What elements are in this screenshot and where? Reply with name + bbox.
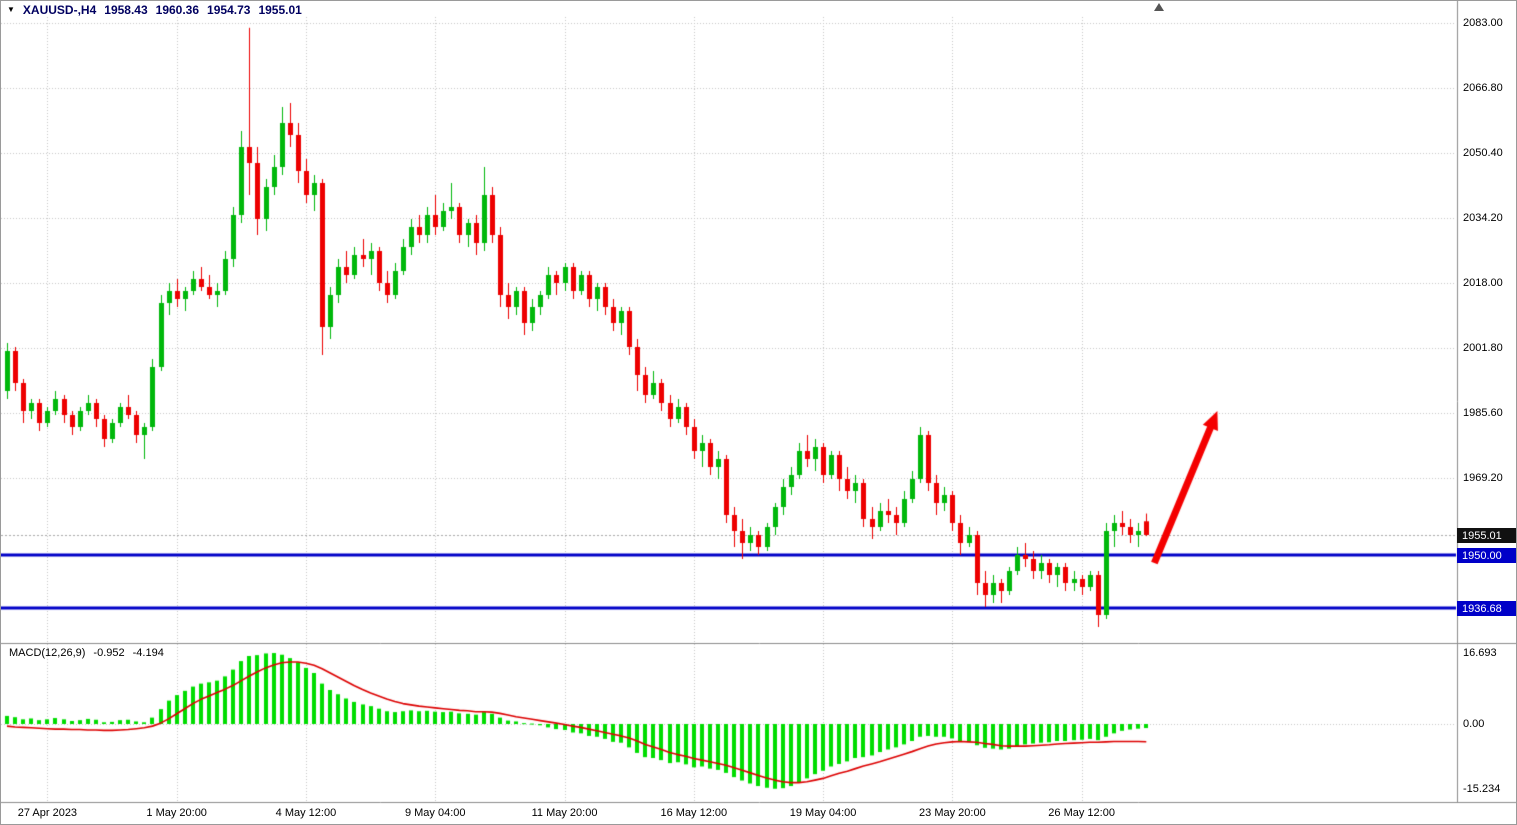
time-axis[interactable]: 27 Apr 2023 1 May 20:00 4 May 12:00 9 May 0… [1, 804, 1457, 824]
macd-header: MACD(12,26,9) -0.952 -4.194 [9, 647, 164, 659]
time-axis-label: 16 May 12:00 [660, 807, 728, 819]
ohlc-low: 1954.73 [207, 3, 251, 17]
time-axis-label: 27 Apr 2023 [17, 807, 78, 819]
price-tick-label: 1985.60 [1463, 406, 1503, 419]
price-tick-label: 2066.80 [1463, 81, 1503, 94]
price-tick-label: 2001.80 [1463, 341, 1503, 354]
time-axis-label: 23 May 20:00 [919, 807, 986, 819]
macd-signal-value: -4.194 [132, 647, 164, 659]
price-badge: 1955.01 [1457, 527, 1516, 543]
price-tick-label: 2034.20 [1463, 212, 1503, 225]
macd-tick-label: 16.693 [1463, 647, 1497, 660]
macd-tick-label: 0.00 [1463, 718, 1485, 730]
price-tick-label: 1969.20 [1463, 472, 1503, 485]
price-badge: 1936.68 [1457, 601, 1516, 617]
symbol-dropdown-icon: ▼ [7, 4, 15, 14]
ohlc-high: 1960.36 [155, 3, 200, 17]
time-axis-label: 11 May 20:00 [531, 807, 598, 819]
macd-label: MACD(12,26,9) [9, 647, 86, 659]
price-tick-label: 2083.00 [1463, 17, 1503, 29]
time-axis-label: 26 May 12:00 [1048, 807, 1115, 819]
ohlc-open: 1958.43 [104, 3, 148, 17]
price-tick-label: 2018.00 [1463, 277, 1503, 289]
price-tick-label: 2050.40 [1463, 147, 1503, 160]
time-axis-label: 4 May 12:00 [275, 807, 337, 819]
symbol-period-label: XAUUSD-,H4 [22, 3, 97, 17]
price-axis[interactable]: 2083.00 2066.80 2050.40 2034.20 2018.00 2001.… [1457, 1, 1516, 802]
macd-tick-label: -15.234 [1463, 782, 1501, 795]
macd-value: -0.952 [93, 647, 125, 659]
time-axis-label: 19 May 04:00 [789, 807, 857, 819]
time-axis-label: 9 May 04:00 [404, 807, 466, 819]
price-badge: 1950.00 [1457, 548, 1516, 563]
chart-shift-marker[interactable] [1154, 3, 1164, 11]
chart-header: ▼ XAUUSD-,H4 1958.43 1960.36 1954.73 195… [7, 3, 302, 17]
ohlc-close: 1955.01 [258, 3, 302, 17]
time-axis-label: 1 May 20:00 [146, 807, 207, 819]
